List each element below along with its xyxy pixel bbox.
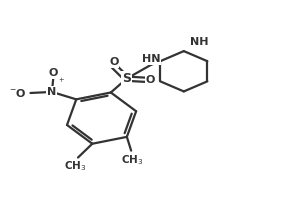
Text: NH: NH: [190, 37, 208, 47]
Text: CH$_3$: CH$_3$: [121, 153, 144, 167]
Text: $^{-}$O: $^{-}$O: [9, 87, 27, 99]
Text: S: S: [122, 72, 131, 85]
Text: HN: HN: [142, 54, 160, 64]
Text: O: O: [146, 75, 155, 85]
Text: N: N: [47, 87, 57, 97]
Text: $^{+}$: $^{+}$: [58, 77, 65, 87]
Text: O: O: [49, 68, 58, 78]
Text: CH$_3$: CH$_3$: [64, 160, 87, 174]
Text: O: O: [109, 57, 118, 67]
